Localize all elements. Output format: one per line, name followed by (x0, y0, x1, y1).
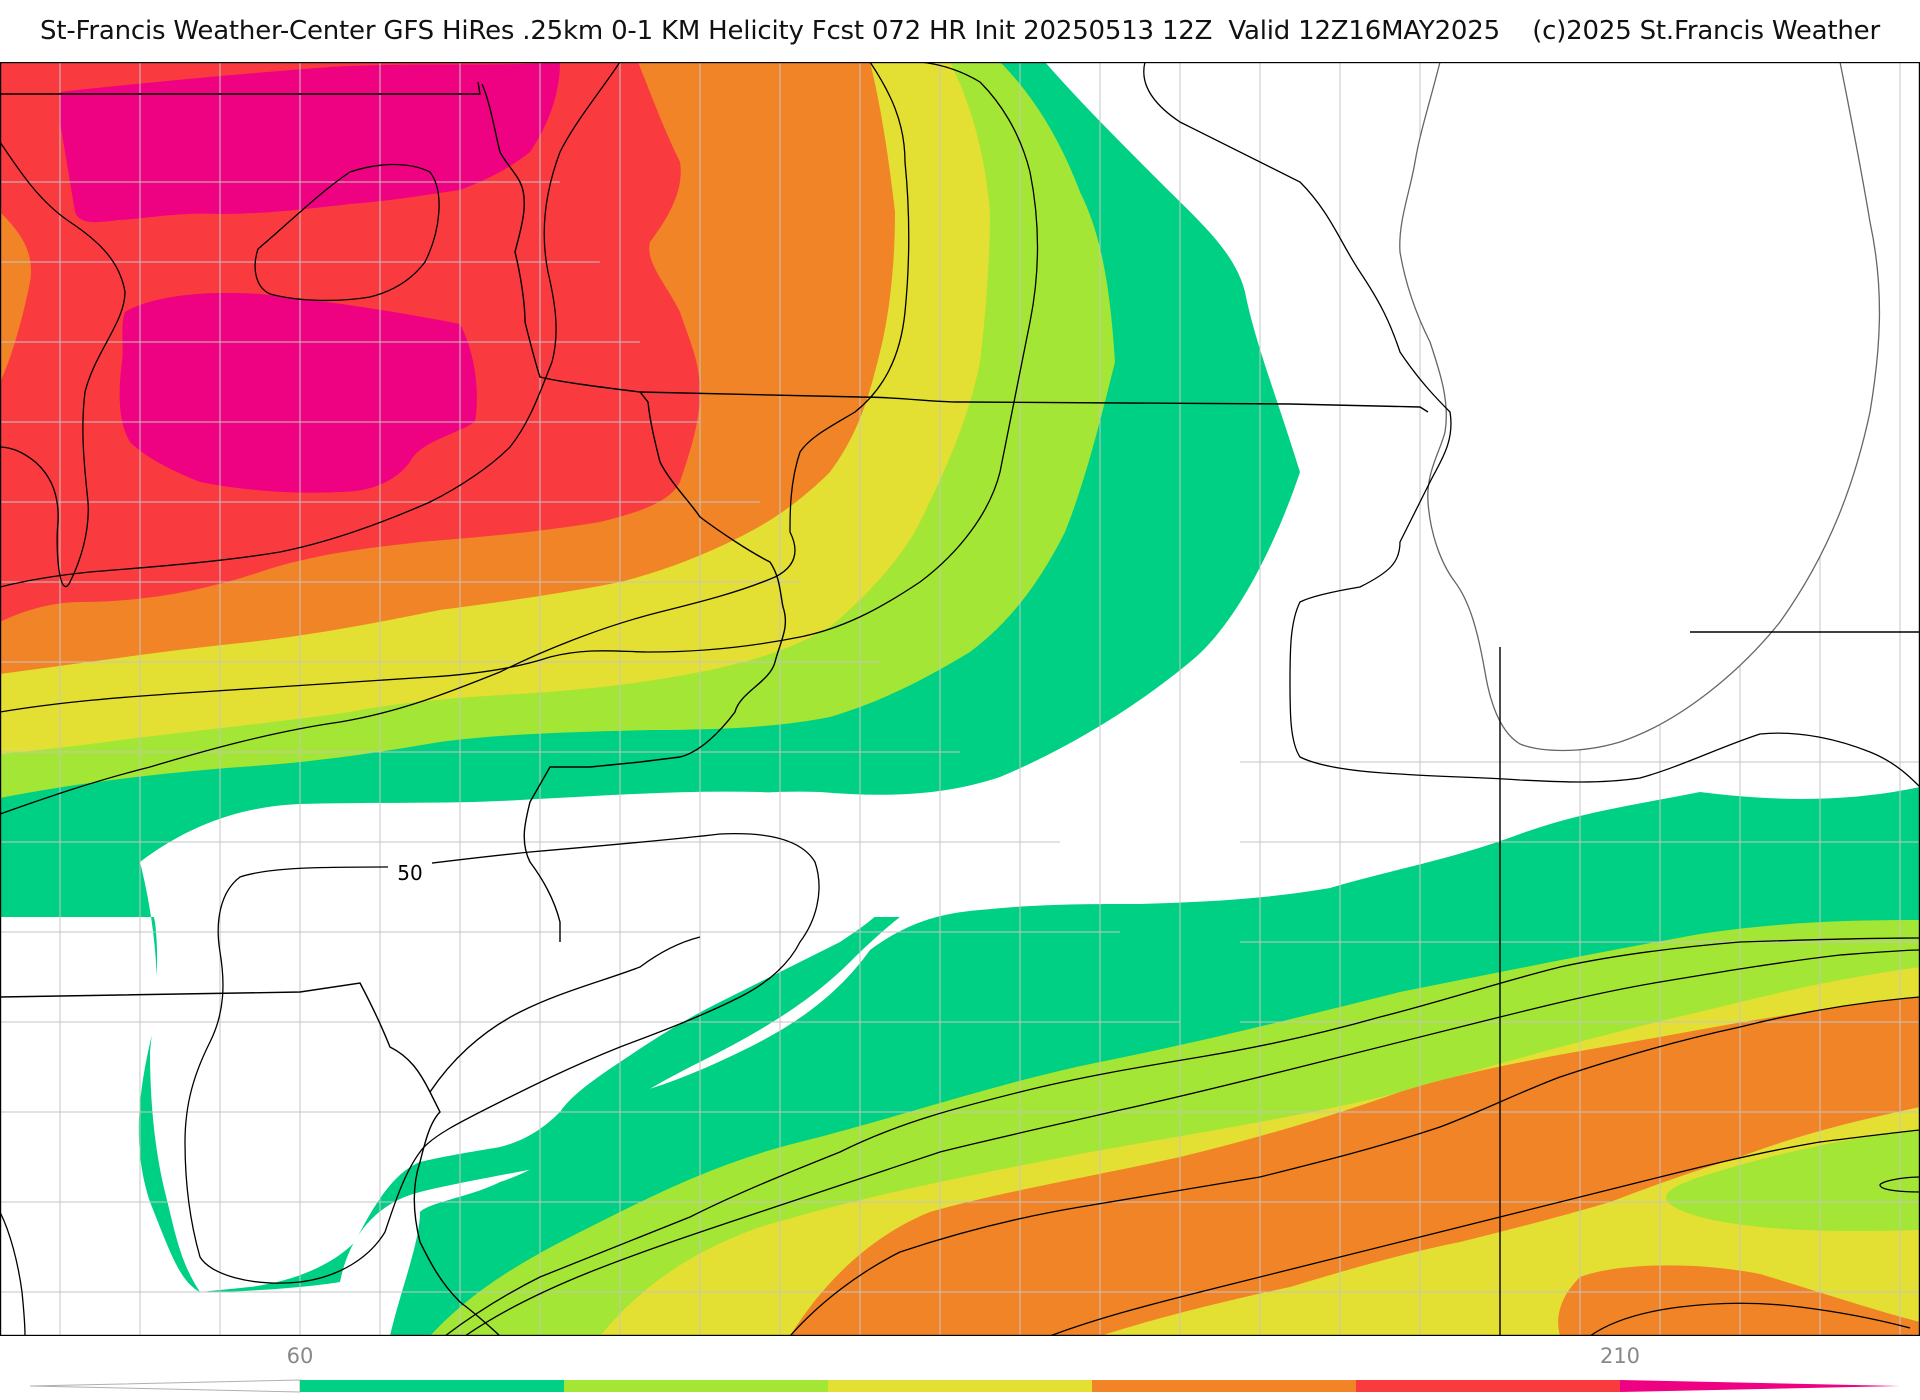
helicity-contours (0, 62, 1920, 1336)
band-magenta-center (119, 292, 477, 493)
band-lime-southeast-inner (1666, 1130, 1920, 1231)
colorbar-upper-extend (1620, 1380, 1900, 1392)
legend-tick-210: 210 (1599, 1344, 1641, 1368)
colorbar-swatch-green (300, 1380, 564, 1392)
colorbar (29, 1379, 1900, 1393)
map-title: St-Francis Weather-Center GFS HiRes .25k… (40, 16, 1880, 46)
legend-tick-60: 60 (286, 1344, 314, 1368)
contour-50 (184, 832, 820, 1284)
band-orange-west-edge (0, 212, 31, 382)
helicity-map: 50 (0, 62, 1920, 1336)
colorbar-swatch-yellow (828, 1380, 1092, 1392)
colorbar-swatch-lime (564, 1380, 828, 1392)
state-borders (0, 81, 1920, 1336)
county-borders (0, 62, 1920, 1336)
white-pocket-southwest (140, 791, 900, 1292)
colorbar-lower-extend (29, 1379, 301, 1393)
helicity-map-svg: 50 (0, 62, 1920, 1336)
colorbar-swatch-orange (1092, 1380, 1356, 1392)
lake-michigan (1399, 62, 1881, 752)
colorbar-swatch-red (1356, 1380, 1620, 1392)
band-orange-southeast-inner (1558, 1265, 1920, 1336)
contour-label-50: 50 (397, 861, 422, 885)
contour-label-bg (388, 859, 432, 885)
